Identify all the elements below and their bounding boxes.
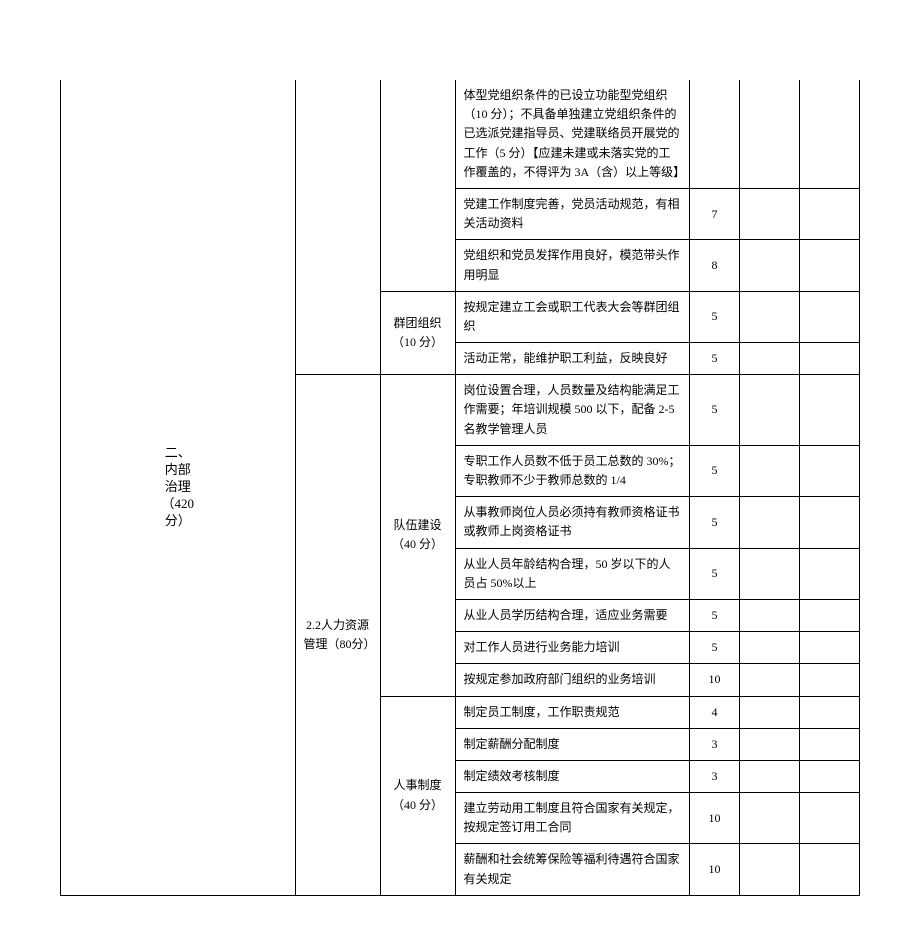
blank-cell <box>800 728 860 760</box>
blank-cell <box>740 80 800 188</box>
blank-cell <box>800 240 860 291</box>
content-cell: 党组织和党员发挥作用良好，模范带头作用明显 <box>455 240 690 291</box>
content-cell: 活动正常，能维护职工利益，反映良好 <box>455 343 690 375</box>
item-cell <box>380 80 455 291</box>
score-cell: 5 <box>690 599 740 631</box>
category-label: 内部 <box>63 462 293 479</box>
content-cell: 按规定参加政府部门组织的业务培训 <box>455 664 690 696</box>
score-cell: 8 <box>690 240 740 291</box>
blank-cell <box>800 632 860 664</box>
blank-cell <box>800 291 860 342</box>
blank-cell <box>740 240 800 291</box>
category-label: 分） <box>63 513 293 530</box>
score-cell: 5 <box>690 445 740 496</box>
content-cell: 专职工作人员数不低于员工总数的 30%；专职教师不少于教师总数的 1/4 <box>455 445 690 496</box>
content-cell: 从业人员学历结构合理，适应业务需要 <box>455 599 690 631</box>
blank-cell <box>800 188 860 239</box>
blank-cell <box>800 497 860 548</box>
item-cell: 群团组织（10 分） <box>380 291 455 375</box>
content-cell: 制定薪酬分配制度 <box>455 728 690 760</box>
blank-cell <box>800 664 860 696</box>
blank-cell <box>740 548 800 599</box>
score-cell: 5 <box>690 343 740 375</box>
table-row: 二、 内部 治理 （420 分） 体型党组织条件的已设立功能型党组织（10 分）… <box>61 80 860 188</box>
score-cell: 3 <box>690 728 740 760</box>
subcategory-cell <box>295 80 380 375</box>
category-label: （420 <box>63 496 293 513</box>
content-cell: 制定员工制度，工作职责规范 <box>455 696 690 728</box>
score-cell: 5 <box>690 632 740 664</box>
blank-cell <box>740 188 800 239</box>
content-cell: 制定绩效考核制度 <box>455 760 690 792</box>
blank-cell <box>740 291 800 342</box>
blank-cell <box>740 497 800 548</box>
blank-cell <box>740 599 800 631</box>
blank-cell <box>740 664 800 696</box>
blank-cell <box>800 80 860 188</box>
item-cell: 人事制度（40 分） <box>380 696 455 895</box>
blank-cell <box>740 696 800 728</box>
content-cell: 从业人员年龄结构合理，50 岁以下的人员占 50%以上 <box>455 548 690 599</box>
score-cell: 10 <box>690 664 740 696</box>
content-cell: 体型党组织条件的已设立功能型党组织（10 分）；不具备单独建立党组织条件的已选派… <box>455 80 690 188</box>
score-cell: 4 <box>690 696 740 728</box>
category-label: 治理 <box>63 479 293 496</box>
blank-cell <box>740 375 800 446</box>
score-cell: 5 <box>690 497 740 548</box>
content-cell: 从事教师岗位人员必须持有教师资格证书或教师上岗资格证书 <box>455 497 690 548</box>
blank-cell <box>740 728 800 760</box>
blank-cell <box>800 375 860 446</box>
category-cell: 二、 内部 治理 （420 分） <box>61 80 296 895</box>
blank-cell <box>800 599 860 631</box>
score-cell: 5 <box>690 291 740 342</box>
blank-cell <box>800 445 860 496</box>
blank-cell <box>740 445 800 496</box>
content-cell: 党建工作制度完善，党员活动规范，有相关活动资料 <box>455 188 690 239</box>
blank-cell <box>800 548 860 599</box>
blank-cell <box>740 343 800 375</box>
score-cell <box>690 80 740 188</box>
score-cell: 10 <box>690 793 740 844</box>
content-cell: 按规定建立工会或职工代表大会等群团组织 <box>455 291 690 342</box>
content-cell: 建立劳动用工制度且符合国家有关规定，按规定签订用工合同 <box>455 793 690 844</box>
blank-cell <box>800 844 860 895</box>
blank-cell <box>800 696 860 728</box>
blank-cell <box>800 343 860 375</box>
content-cell: 岗位设置合理，人员数量及结构能满足工作需要；年培训规模 500 以下，配备 2-… <box>455 375 690 446</box>
content-cell: 薪酬和社会统筹保险等福利待遇符合国家有关规定 <box>455 844 690 895</box>
blank-cell <box>800 793 860 844</box>
subcategory-cell: 2.2人力资源管理（80分） <box>295 375 380 896</box>
blank-cell <box>740 793 800 844</box>
category-label: 二、 <box>63 445 293 462</box>
score-cell: 10 <box>690 844 740 895</box>
blank-cell <box>740 760 800 792</box>
score-cell: 7 <box>690 188 740 239</box>
blank-cell <box>740 632 800 664</box>
content-cell: 对工作人员进行业务能力培训 <box>455 632 690 664</box>
blank-cell <box>740 844 800 895</box>
score-cell: 3 <box>690 760 740 792</box>
item-cell: 队伍建设（40 分） <box>380 375 455 696</box>
blank-cell <box>800 760 860 792</box>
score-cell: 5 <box>690 548 740 599</box>
evaluation-table: 二、 内部 治理 （420 分） 体型党组织条件的已设立功能型党组织（10 分）… <box>60 80 860 896</box>
score-cell: 5 <box>690 375 740 446</box>
